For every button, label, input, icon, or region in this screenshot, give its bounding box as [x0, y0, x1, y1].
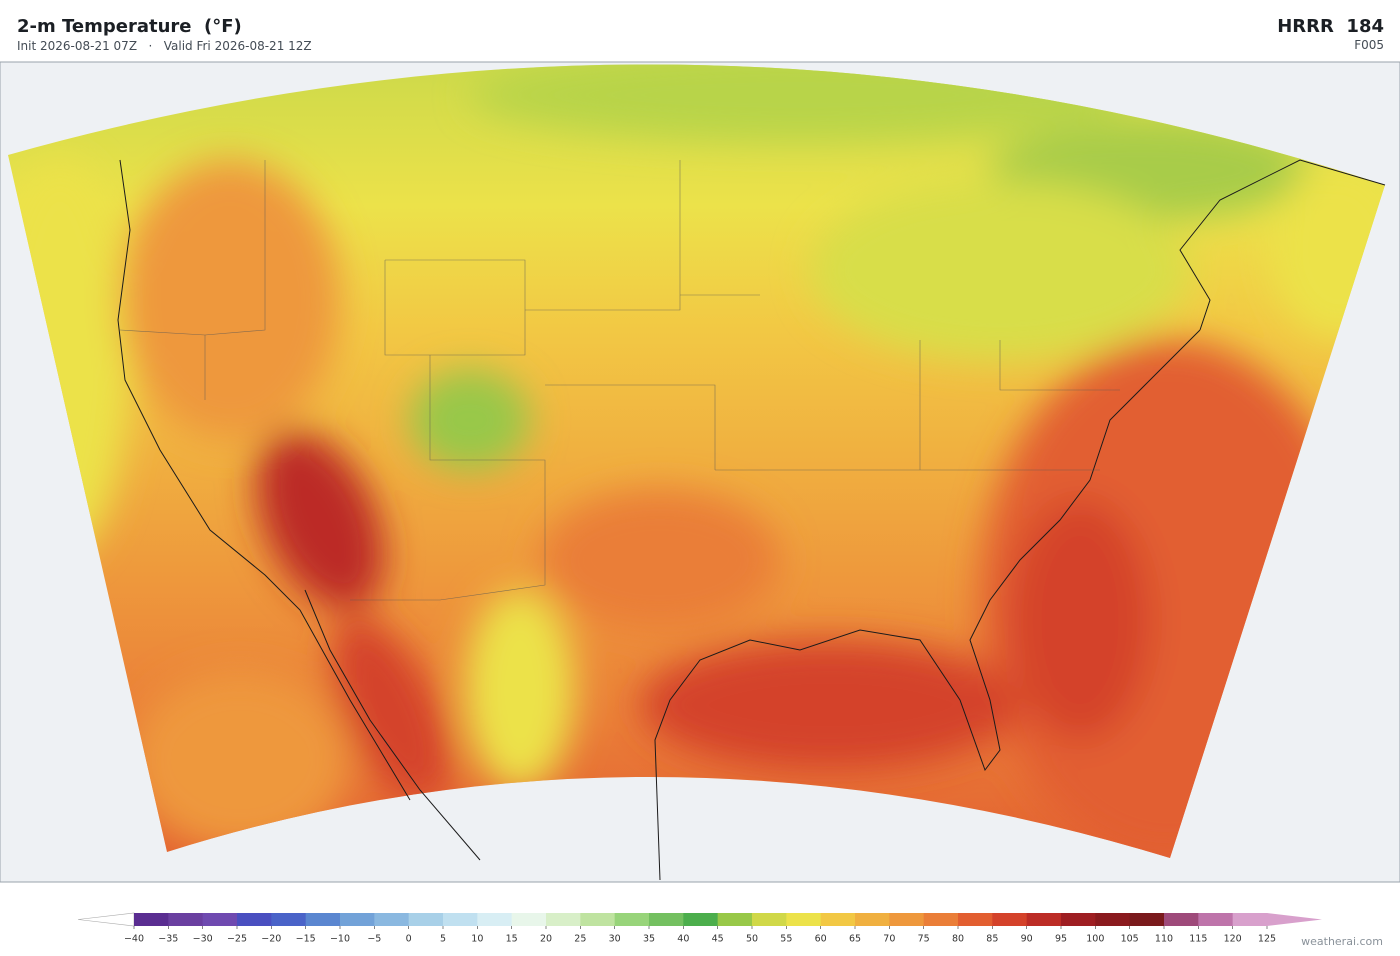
temperature-field — [8, 64, 1385, 858]
subtitle: Init 2026-08-21 07Z · Valid Fri 2026-08-… — [17, 39, 312, 53]
colorbar: −40 −35 −30 −25 −20 −15 −10 −5 0 5 10 15 20 25 30 35 40 4… — [77, 912, 1322, 945]
colorbar-tick-label: 40 — [677, 934, 689, 945]
colorbar-tick-label: −25 — [227, 934, 247, 945]
colorbar-tick-label: 30 — [609, 934, 621, 945]
colorbar-tick-label: 80 — [952, 934, 964, 945]
colorbar-segment — [305, 913, 341, 926]
colorbar-segment — [855, 913, 890, 926]
colorbar-segment — [820, 913, 856, 926]
colorbar-tick-label: 55 — [780, 934, 792, 945]
colorbar-tick-label: 100 — [1086, 934, 1104, 945]
colorbar-tick-label: 110 — [1155, 934, 1173, 945]
colorbar-tick-label: 120 — [1224, 934, 1242, 945]
colorbar-tick-label: 90 — [1021, 934, 1033, 945]
colorbar-tick-label: 20 — [540, 934, 552, 945]
colorbar-tick-label: −40 — [124, 934, 144, 945]
colorbar-segment — [958, 913, 993, 926]
colorbar-tick-label: −5 — [367, 934, 381, 945]
colorbar-tick-label: 0 — [406, 934, 412, 945]
colorbar-tick-label: −10 — [330, 934, 350, 945]
colorbar-tick-label: 10 — [471, 934, 483, 945]
colorbar-tick-label: 85 — [986, 934, 998, 945]
colorbar-segment — [1164, 913, 1199, 926]
colorbar-segment — [443, 913, 478, 926]
colorbar-over — [1267, 913, 1322, 926]
colorbar-tick-label: 75 — [918, 934, 930, 945]
colorbar-tick-label: 95 — [1055, 934, 1067, 945]
colorbar-segment — [1095, 913, 1131, 926]
colorbar-segment — [717, 913, 753, 926]
colorbar-tick-label: 125 — [1258, 934, 1276, 945]
colorbar-segment — [580, 913, 616, 926]
colorbar-segment — [202, 913, 238, 926]
forecast-hour: F005 — [1354, 38, 1384, 52]
colorbar-tick-label: −35 — [158, 934, 178, 945]
colorbar-segment — [1026, 913, 1062, 926]
colorbar-segment — [649, 913, 684, 926]
colorbar-segment — [889, 913, 925, 926]
colorbar-tick-label: −15 — [296, 934, 316, 945]
colorbar-tick-label: 35 — [643, 934, 655, 945]
colorbar-segment — [923, 913, 959, 926]
colorbar-tick-label: 70 — [883, 934, 895, 945]
colorbar-tick-label: 50 — [746, 934, 758, 945]
colorbar-under — [77, 912, 135, 927]
colorbar-tick-label: −20 — [261, 934, 281, 945]
colorbar-segment — [1232, 913, 1268, 926]
colorbar-tick-label: −30 — [193, 934, 213, 945]
colorbar-tick-label: 65 — [849, 934, 861, 945]
colorbar-segment — [1129, 913, 1165, 926]
colorbar-segment — [340, 913, 375, 926]
colorbar-segment — [992, 913, 1028, 926]
colorbar-tick-label: 105 — [1121, 934, 1139, 945]
title: 2-m Temperature (°F) — [17, 16, 242, 37]
colorbar-segment — [1061, 913, 1096, 926]
colorbar-segment — [408, 913, 444, 926]
colorbar-tick-label: 60 — [815, 934, 827, 945]
colorbar-tick-label: 25 — [574, 934, 586, 945]
credit: weatherai.com — [1301, 935, 1383, 948]
colorbar-segment — [546, 913, 581, 926]
colorbar-segment — [511, 913, 547, 926]
colorbar-tick-label: 45 — [712, 934, 724, 945]
colorbar-segment — [752, 913, 787, 926]
model-label: HRRR 184 — [1277, 16, 1384, 37]
colorbar-segment — [683, 913, 719, 926]
colorbar-segment — [271, 913, 307, 926]
colorbar-segment — [477, 913, 513, 926]
coastlines — [117, 159, 1386, 881]
colorbar-segment — [786, 913, 822, 926]
colorbar-segment — [237, 913, 272, 926]
colorbar-segment — [374, 913, 410, 926]
colorbar-segment — [614, 913, 650, 926]
state-borders — [119, 160, 1120, 601]
colorbar-tick-label: 5 — [440, 934, 446, 945]
colorbar-segment — [168, 913, 204, 926]
colorbar-tick-label: 115 — [1189, 934, 1207, 945]
colorbar-segment — [1198, 913, 1234, 926]
colorbar-segment — [134, 913, 169, 926]
colorbar-tick-label: 15 — [506, 934, 518, 945]
